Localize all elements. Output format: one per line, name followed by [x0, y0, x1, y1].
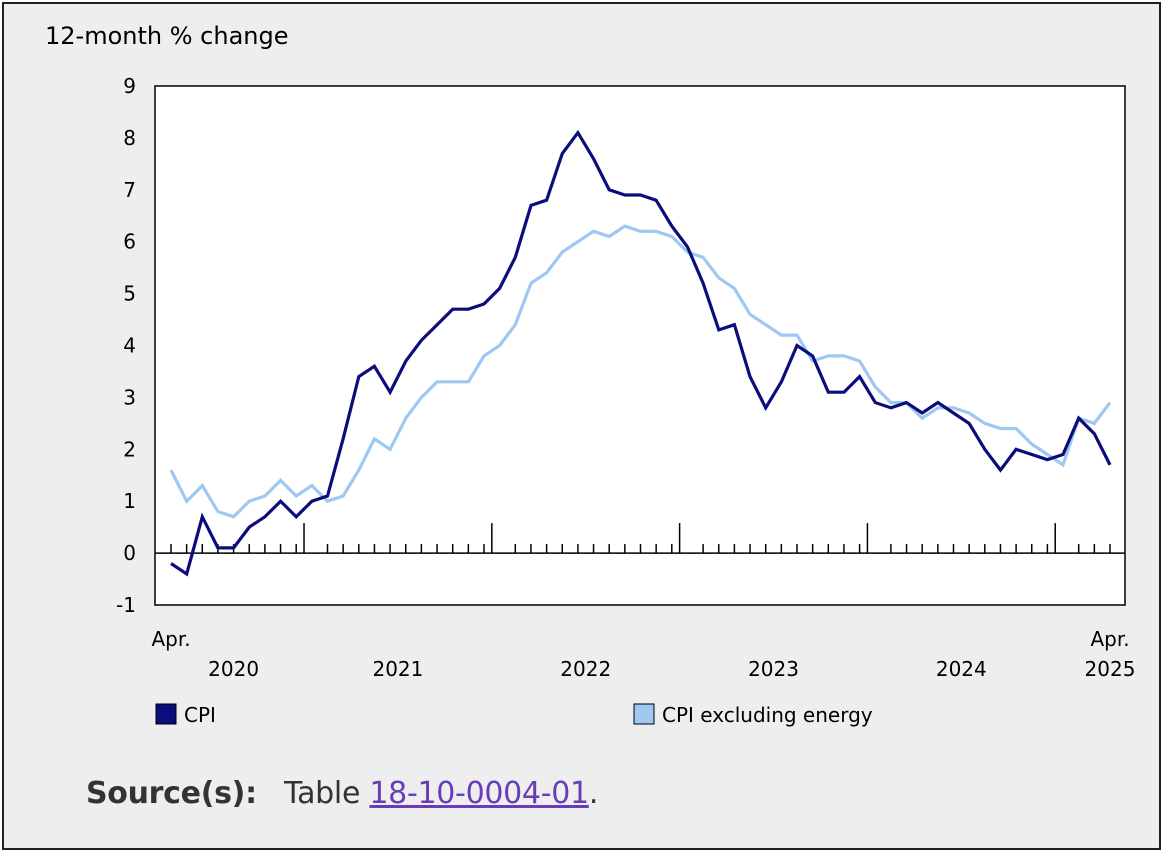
x-year-label: 2021 — [372, 657, 423, 681]
y-tick-label: 8 — [123, 126, 136, 150]
y-tick-label: 6 — [123, 230, 136, 254]
y-tick-label: 2 — [123, 437, 136, 461]
x-year-label: 2024 — [936, 657, 987, 681]
y-tick-label: 4 — [123, 334, 136, 358]
y-tick-label: 1 — [123, 489, 136, 513]
x-end-month-label: Apr. — [1090, 627, 1129, 651]
x-year-label: 2022 — [560, 657, 611, 681]
series-line-cpi — [170, 129, 1112, 577]
y-axis-label: 12-month % change — [45, 22, 288, 50]
x-year-label: 2025 — [1085, 657, 1136, 681]
source-note: Source(s): Table 18-10-0004-01. — [86, 776, 598, 811]
x-year-label: 2020 — [208, 657, 259, 681]
x-year-label: 2023 — [748, 657, 799, 681]
legend-label: CPI — [184, 703, 216, 727]
plot-area — [154, 85, 1126, 606]
y-tick-label: 7 — [123, 178, 136, 202]
y-tick-label: 3 — [123, 385, 136, 409]
y-tick-label: -1 — [116, 593, 136, 617]
source-suffix: . — [588, 776, 599, 811]
source-table-link[interactable]: 18-10-0004-01 — [369, 776, 589, 811]
cpi-line-chart: 12-month % change -1 0 1 2 3 4 5 6 7 8 9 Apr. Apr. 2… — [45, 22, 1136, 727]
legend-swatch — [633, 703, 655, 725]
legend-swatch — [155, 703, 177, 725]
y-tick-label: 5 — [123, 282, 136, 306]
y-tick-label: 9 — [123, 74, 136, 98]
legend-label: CPI excluding energy — [662, 703, 873, 727]
x-start-month-label: Apr. — [151, 627, 190, 651]
series-line-cpi-excluding-energy — [169, 224, 1112, 519]
source-prefix: Table — [284, 776, 361, 811]
source-label: Source(s): — [86, 776, 257, 811]
y-tick-label: 0 — [123, 541, 136, 565]
